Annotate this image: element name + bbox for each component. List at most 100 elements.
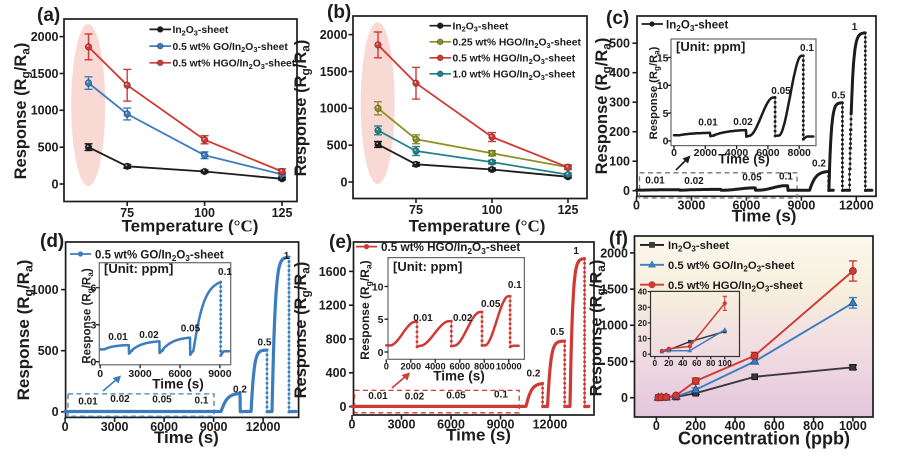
svg-text:200: 200 — [685, 419, 706, 433]
svg-text:0: 0 — [349, 418, 356, 432]
svg-text:Response (Rg​/Ra​): Response (Rg​/Ra​) — [358, 260, 374, 359]
svg-text:2000: 2000 — [400, 361, 421, 371]
svg-text:0.5 wt% GO/In2​O3​-sheet: 0.5 wt% GO/In2​O3​-sheet — [95, 250, 224, 264]
svg-text:[Unit: ppm]: [Unit: ppm] — [676, 39, 745, 54]
svg-text:0.2: 0.2 — [233, 384, 247, 395]
svg-text:1600: 1600 — [319, 265, 347, 279]
svg-text:125: 125 — [272, 206, 293, 220]
svg-text:20: 20 — [664, 358, 674, 368]
svg-text:400: 400 — [326, 366, 347, 380]
svg-text:Time (s): Time (s) — [446, 426, 511, 445]
svg-text:0: 0 — [652, 358, 657, 368]
svg-text:4000: 4000 — [425, 361, 446, 371]
svg-text:0.5: 0.5 — [550, 327, 564, 338]
svg-text:0.01: 0.01 — [368, 391, 388, 402]
svg-text:0.05: 0.05 — [181, 324, 201, 335]
svg-text:0: 0 — [52, 405, 59, 419]
svg-text:0.01: 0.01 — [645, 176, 665, 187]
svg-text:0: 0 — [671, 147, 677, 159]
svg-text:12000: 12000 — [246, 420, 281, 434]
svg-text:100: 100 — [194, 206, 215, 220]
svg-text:500: 500 — [38, 141, 59, 155]
svg-text:In2​O3​-sheet: In2​O3​-sheet — [668, 240, 729, 254]
svg-text:500: 500 — [607, 355, 628, 369]
svg-text:1000: 1000 — [600, 319, 628, 333]
svg-text:9000: 9000 — [208, 368, 232, 380]
svg-text:0.5 wt% HGO/In2​O3​-sheet: 0.5 wt% HGO/In2​O3​-sheet — [173, 59, 296, 71]
svg-text:(a): (a) — [37, 5, 60, 26]
svg-text:2000: 2000 — [694, 147, 718, 159]
svg-text:Response (Rg​/Ra​): Response (Rg​/Ra​) — [593, 38, 614, 175]
svg-text:1: 1 — [284, 251, 290, 262]
svg-text:0.02: 0.02 — [139, 330, 159, 341]
svg-text:0.1: 0.1 — [218, 267, 232, 278]
svg-text:0.5 wt% GO/In2​O3​-sheet: 0.5 wt% GO/In2​O3​-sheet — [668, 260, 795, 274]
svg-text:0: 0 — [62, 420, 69, 434]
svg-text:Time (s): Time (s) — [732, 207, 797, 226]
svg-text:600: 600 — [764, 419, 785, 433]
svg-text:0.1: 0.1 — [494, 389, 508, 400]
svg-text:Time (s): Time (s) — [152, 377, 204, 392]
svg-text:0: 0 — [97, 368, 103, 380]
svg-text:0.05: 0.05 — [771, 86, 791, 97]
svg-text:(c): (c) — [606, 8, 629, 29]
svg-text:30: 30 — [638, 302, 648, 312]
svg-text:500: 500 — [609, 37, 630, 51]
svg-text:0.01: 0.01 — [698, 118, 718, 129]
svg-text:1500: 1500 — [600, 283, 628, 297]
svg-text:0.5 wt% GO/In2​O3​-sheet: 0.5 wt% GO/In2​O3​-sheet — [173, 42, 289, 54]
svg-text:0.02: 0.02 — [733, 117, 753, 128]
svg-text:1: 1 — [852, 22, 858, 33]
svg-text:9000: 9000 — [200, 420, 228, 434]
svg-text:0: 0 — [378, 347, 384, 359]
svg-text:0: 0 — [653, 419, 660, 433]
svg-text:0.02: 0.02 — [110, 394, 130, 405]
svg-text:500: 500 — [327, 139, 348, 153]
svg-text:75: 75 — [409, 203, 423, 217]
svg-text:10: 10 — [657, 80, 669, 92]
svg-text:80: 80 — [706, 358, 716, 368]
svg-text:6: 6 — [90, 283, 96, 295]
svg-text:3000: 3000 — [388, 418, 416, 432]
svg-text:0: 0 — [52, 177, 59, 191]
svg-text:40: 40 — [678, 358, 688, 368]
svg-text:1: 1 — [573, 246, 579, 257]
svg-text:3: 3 — [90, 320, 96, 332]
svg-text:2000: 2000 — [320, 28, 348, 42]
svg-text:1500: 1500 — [31, 67, 59, 81]
svg-text:1000: 1000 — [31, 104, 59, 118]
svg-text:10000: 10000 — [496, 361, 522, 371]
svg-text:0.02: 0.02 — [405, 392, 425, 403]
svg-text:0.5: 0.5 — [258, 338, 272, 349]
svg-text:(e): (e) — [329, 232, 352, 253]
svg-text:Response (Rg​/Ra​): Response (Rg​/Ra​) — [14, 260, 36, 401]
svg-text:In2​O3​-sheet: In2​O3​-sheet — [453, 21, 509, 33]
svg-text:Response (Rg​/Ra​): Response (Rg​/Ra​) — [588, 260, 609, 397]
svg-text:0.5 wt% HGO/In2​O3​-sheet: 0.5 wt% HGO/In2​O3​-sheet — [668, 280, 803, 294]
svg-text:800: 800 — [326, 332, 347, 346]
svg-text:0.2: 0.2 — [812, 159, 826, 170]
svg-text:0: 0 — [621, 391, 628, 405]
svg-text:20: 20 — [638, 318, 648, 328]
svg-text:0.05: 0.05 — [481, 299, 501, 310]
svg-text:9000: 9000 — [487, 418, 515, 432]
svg-text:(d): (d) — [40, 231, 64, 252]
svg-text:200: 200 — [609, 125, 630, 139]
svg-text:5: 5 — [378, 314, 384, 326]
svg-text:1200: 1200 — [319, 299, 347, 313]
svg-text:In2​O3​-sheet: In2​O3​-sheet — [173, 25, 229, 37]
svg-text:Response (Rg​/Ra​): Response (Rg​/Ra​) — [648, 46, 662, 139]
svg-text:2000: 2000 — [600, 246, 628, 260]
svg-text:0.05: 0.05 — [742, 173, 762, 184]
svg-text:125: 125 — [558, 203, 579, 217]
svg-text:500: 500 — [38, 344, 59, 358]
svg-text:0.01: 0.01 — [78, 397, 98, 408]
svg-text:[Unit: ppm]: [Unit: ppm] — [104, 261, 173, 276]
svg-text:Response (Rg​/Ra​): Response (Rg​/Ra​) — [82, 268, 96, 364]
svg-text:6000: 6000 — [449, 361, 470, 371]
svg-text:0: 0 — [642, 349, 647, 359]
svg-text:2000: 2000 — [31, 30, 59, 44]
svg-text:0.02: 0.02 — [453, 313, 473, 324]
svg-text:0.02: 0.02 — [684, 176, 704, 187]
svg-text:Temperature (°C): Temperature (°C) — [409, 217, 546, 236]
